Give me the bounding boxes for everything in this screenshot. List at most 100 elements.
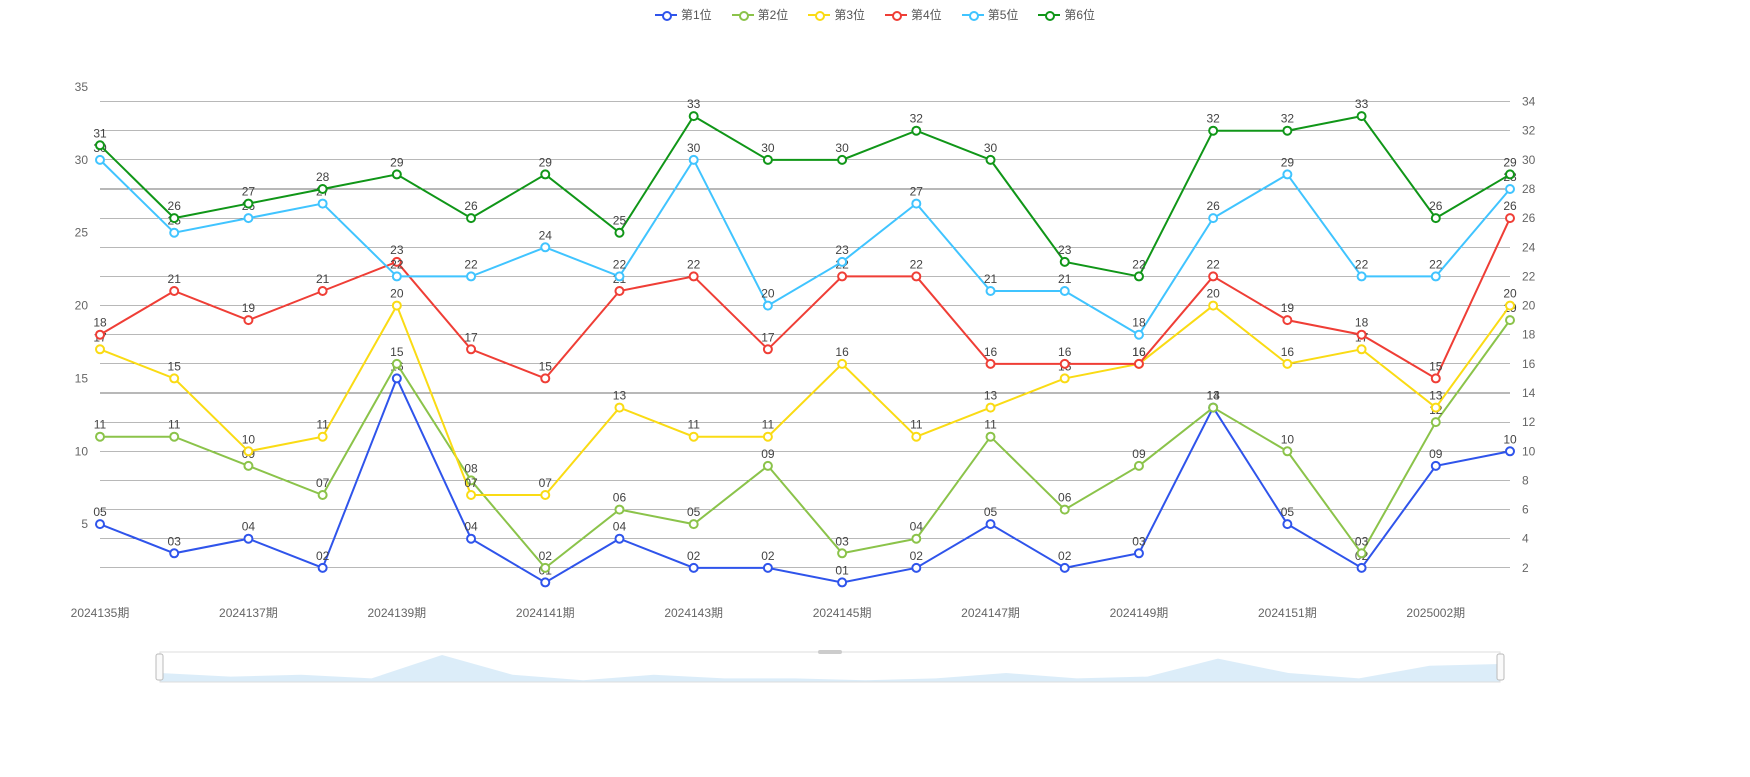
legend-item[interactable]: 第1位 xyxy=(655,6,712,23)
series-point[interactable] xyxy=(912,564,920,572)
series-point[interactable] xyxy=(690,272,698,280)
series-point[interactable] xyxy=(467,491,475,499)
series-point[interactable] xyxy=(1135,462,1143,470)
series-point[interactable] xyxy=(912,433,920,441)
datazoom-handle-right[interactable] xyxy=(1497,654,1504,680)
series-point[interactable] xyxy=(1283,520,1291,528)
series-point[interactable] xyxy=(1209,272,1217,280)
series-point[interactable] xyxy=(170,214,178,222)
series-point[interactable] xyxy=(541,374,549,382)
series-point[interactable] xyxy=(1061,564,1069,572)
series-point[interactable] xyxy=(96,433,104,441)
series-point[interactable] xyxy=(170,287,178,295)
series-point[interactable] xyxy=(541,564,549,572)
series-point[interactable] xyxy=(1209,302,1217,310)
series-point[interactable] xyxy=(319,287,327,295)
datazoom-grip[interactable] xyxy=(818,650,842,654)
series-point[interactable] xyxy=(96,331,104,339)
series-point[interactable] xyxy=(96,141,104,149)
series-point[interactable] xyxy=(1209,404,1217,412)
series-point[interactable] xyxy=(690,156,698,164)
series-point[interactable] xyxy=(615,287,623,295)
series-point[interactable] xyxy=(393,302,401,310)
legend-item[interactable]: 第6位 xyxy=(1038,6,1095,23)
series-point[interactable] xyxy=(393,272,401,280)
series-point[interactable] xyxy=(541,243,549,251)
series-point[interactable] xyxy=(690,564,698,572)
series-point[interactable] xyxy=(1209,214,1217,222)
series-point[interactable] xyxy=(1506,214,1514,222)
legend-item[interactable]: 第4位 xyxy=(885,6,942,23)
series-point[interactable] xyxy=(1358,331,1366,339)
series-point[interactable] xyxy=(1135,331,1143,339)
series-point[interactable] xyxy=(615,272,623,280)
series-point[interactable] xyxy=(467,535,475,543)
series-point[interactable] xyxy=(690,520,698,528)
series-point[interactable] xyxy=(96,345,104,353)
series-point[interactable] xyxy=(615,535,623,543)
series-point[interactable] xyxy=(1061,258,1069,266)
series-point[interactable] xyxy=(96,520,104,528)
series-point[interactable] xyxy=(541,578,549,586)
series-point[interactable] xyxy=(244,214,252,222)
series-point[interactable] xyxy=(1506,316,1514,324)
series-point[interactable] xyxy=(244,462,252,470)
series-point[interactable] xyxy=(690,433,698,441)
series-point[interactable] xyxy=(912,127,920,135)
series-point[interactable] xyxy=(1358,549,1366,557)
series-point[interactable] xyxy=(393,374,401,382)
series-point[interactable] xyxy=(1283,316,1291,324)
series-point[interactable] xyxy=(1135,360,1143,368)
series-point[interactable] xyxy=(615,506,623,514)
series-point[interactable] xyxy=(96,156,104,164)
series-point[interactable] xyxy=(987,156,995,164)
series-point[interactable] xyxy=(1061,506,1069,514)
series-point[interactable] xyxy=(1061,360,1069,368)
series-point[interactable] xyxy=(987,404,995,412)
series-point[interactable] xyxy=(467,214,475,222)
series-point[interactable] xyxy=(170,549,178,557)
series-point[interactable] xyxy=(1283,360,1291,368)
series-point[interactable] xyxy=(1358,564,1366,572)
series-point[interactable] xyxy=(319,433,327,441)
series-point[interactable] xyxy=(1283,170,1291,178)
series-point[interactable] xyxy=(393,170,401,178)
series-point[interactable] xyxy=(393,360,401,368)
legend-item[interactable]: 第5位 xyxy=(962,6,1019,23)
series-point[interactable] xyxy=(838,258,846,266)
series-point[interactable] xyxy=(244,447,252,455)
series-point[interactable] xyxy=(838,156,846,164)
series-point[interactable] xyxy=(912,535,920,543)
series-point[interactable] xyxy=(838,578,846,586)
series-point[interactable] xyxy=(1432,374,1440,382)
series-point[interactable] xyxy=(1061,287,1069,295)
series-point[interactable] xyxy=(1358,112,1366,120)
series-point[interactable] xyxy=(1506,302,1514,310)
series-point[interactable] xyxy=(615,404,623,412)
series-point[interactable] xyxy=(319,564,327,572)
series-point[interactable] xyxy=(987,433,995,441)
series-point[interactable] xyxy=(1209,127,1217,135)
series-point[interactable] xyxy=(838,360,846,368)
legend-item[interactable]: 第3位 xyxy=(808,6,865,23)
series-point[interactable] xyxy=(319,200,327,208)
series-point[interactable] xyxy=(1432,462,1440,470)
series-point[interactable] xyxy=(764,564,772,572)
series-point[interactable] xyxy=(1506,185,1514,193)
series-point[interactable] xyxy=(764,345,772,353)
series-point[interactable] xyxy=(764,433,772,441)
series-point[interactable] xyxy=(467,272,475,280)
series-point[interactable] xyxy=(1358,345,1366,353)
series-point[interactable] xyxy=(541,491,549,499)
series-point[interactable] xyxy=(838,549,846,557)
series-point[interactable] xyxy=(764,156,772,164)
series-point[interactable] xyxy=(1432,272,1440,280)
series-point[interactable] xyxy=(764,462,772,470)
series-point[interactable] xyxy=(319,491,327,499)
series-point[interactable] xyxy=(244,316,252,324)
series-point[interactable] xyxy=(170,374,178,382)
series-point[interactable] xyxy=(912,200,920,208)
series-point[interactable] xyxy=(764,302,772,310)
series-point[interactable] xyxy=(987,287,995,295)
series-point[interactable] xyxy=(1506,447,1514,455)
